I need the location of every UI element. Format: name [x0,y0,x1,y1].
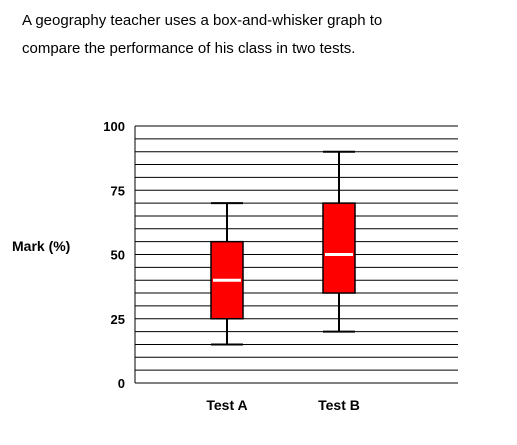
box-1 [210,202,244,346]
y-axis-label: Mark (%) [12,238,71,254]
boxes [210,150,356,346]
x-category-label: Test B [318,397,360,413]
intro-line-2: compare the performance of his class in … [22,40,356,57]
grid-lines [135,125,458,384]
intro-line-1: A geography teacher uses a box-and-whisk… [22,12,383,29]
y-tick-label: 100 [103,119,125,134]
box-2 [322,150,356,333]
y-tick-label: 75 [111,183,125,198]
x-category-label: Test A [206,397,247,413]
y-tick-label: 0 [118,376,125,391]
labels: 0 25 50 75 100 Test A Test B [103,119,360,413]
y-tick-label: 25 [111,312,125,327]
intro-text: A geography teacher uses a box-and-whisk… [22,7,502,63]
y-tick-label: 50 [111,248,125,263]
interquartile-box [322,202,356,294]
